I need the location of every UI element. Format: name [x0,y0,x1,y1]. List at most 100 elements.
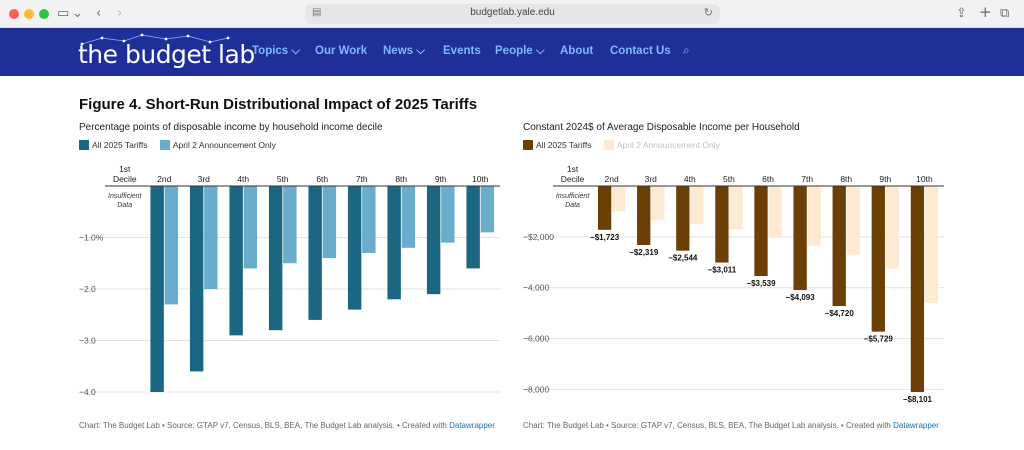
x-tick-label: 6th [316,174,328,184]
y-tick-label: −4.0 [79,387,96,397]
back-icon[interactable]: ‹ [96,6,102,21]
bar-all-tariffs [426,186,441,295]
x-tick-label: 5th [277,174,289,184]
data-label: −$2,544 [668,254,698,263]
bar-all-tariffs [637,186,651,245]
y-tick-label: −8,000 [523,384,550,394]
data-label: −$4,093 [786,293,816,302]
bar-all-tariffs [229,186,243,336]
bar-all-tariffs [466,186,480,269]
right-chart-source: Chart: The Budget Lab • Source: GTAP v7,… [523,421,939,430]
x-tick-label: 2nd [157,174,171,184]
legend-label: April 2 Announcement Only [616,140,720,150]
x-tick-label: 7th [801,174,813,184]
bar-all-tariffs [910,186,925,392]
x-tick-label: 9th [435,174,447,184]
legend-swatch [79,140,89,150]
bar-all-tariffs [308,186,322,320]
bar-all-tariffs [268,186,283,331]
bar-april-2 [690,186,704,225]
site-header: the budget lab Topics ⌵ Our Work News ⌵ … [0,28,1024,76]
bar-april-2 [362,186,376,253]
close-window-button[interactable] [9,9,19,19]
search-icon[interactable]: ⌕ [683,43,690,57]
bar-all-tariffs [793,186,807,291]
right-chart-legend: All 2025 Tariffs April 2 Announcement On… [523,140,730,150]
bar-all-tariffs [871,186,885,332]
nav-topics[interactable]: Topics ⌵ [252,45,301,57]
left-chart-subtitle: Percentage points of disposable income b… [79,122,383,133]
nav-people[interactable]: People ⌵ [495,45,545,57]
reload-icon[interactable]: ↻ [703,6,713,19]
data-label: −$4,720 [825,309,855,318]
datawrapper-link[interactable]: Datawrapper [449,421,495,430]
x-tick-label: 4th [684,174,696,184]
bar-all-tariffs [597,186,612,230]
forward-icon[interactable]: › [117,6,123,21]
x-tick-label: 6th [762,174,774,184]
x-tick-label: 4th [237,174,249,184]
nav-contact-us[interactable]: Contact Us [610,45,671,57]
sidebar-icon[interactable]: ▭ [57,6,70,21]
bar-april-2 [480,186,495,233]
bar-all-tariffs [189,186,204,372]
nav-our-work[interactable]: Our Work [315,45,368,57]
left-chart-source: Chart: The Budget Lab • Source: GTAP v7,… [79,421,495,430]
source-text: Chart: The Budget Lab • Source: GTAP v7,… [523,421,894,430]
x-tick-label: 3rd [198,174,211,184]
share-icon[interactable]: ⇪ [956,6,967,21]
bar-april-2 [283,186,297,264]
bar-april-2 [204,186,218,289]
x-tick-label: 10th [472,174,489,184]
data-label: −$3,539 [746,279,776,288]
y-tick-label: −1.0% [79,233,104,243]
y-tick-label: −6,000 [523,334,550,344]
bar-april-2 [768,186,782,237]
legend-label: All 2025 Tariffs [92,140,148,150]
right-chart-subtitle: Constant 2024$ of Average Disposable Inc… [523,122,800,133]
bar-april-2 [243,186,258,269]
x-tick-label: 3rd [645,174,658,184]
data-label: −$5,729 [864,335,894,344]
nav-events[interactable]: Events [443,45,481,57]
nav-about[interactable]: About [560,45,594,57]
figure-title: Figure 4. Short-Run Distributional Impac… [79,96,478,113]
source-text: Chart: The Budget Lab • Source: GTAP v7,… [79,421,450,430]
x-tick-label: 2nd [605,174,619,184]
x-tick-label: 1st [567,164,579,174]
legend-item: April 2 Announcement Only [603,140,720,150]
insufficient-data-note: Data [565,202,580,209]
x-tick-label: 7th [356,174,368,184]
url-text: budgetlab.yale.edu [470,7,555,18]
data-label: −$3,011 [708,266,737,275]
bar-all-tariffs [676,186,690,251]
x-tick-label: Decile [561,174,585,184]
zoom-window-button[interactable] [39,9,49,19]
sidebar-chevron-icon[interactable]: ⌄ [72,6,83,21]
address-bar[interactable]: ▤ budgetlab.yale.edu ↻ [305,4,720,24]
minimize-window-button[interactable] [24,9,34,19]
bar-april-2 [729,186,743,230]
bar-april-2 [924,186,939,303]
bar-all-tariffs [754,186,768,276]
browser-toolbar: ▭ ⌄ ‹ › ▤ budgetlab.yale.edu ↻ ⇪ + ⧉ [0,0,1024,28]
site-logo[interactable]: the budget lab [78,40,255,69]
bar-april-2 [401,186,416,248]
new-tab-icon[interactable]: + [979,3,992,21]
nav-news[interactable]: News ⌵ [383,45,425,57]
bar-april-2 [441,186,455,243]
legend-item: All 2025 Tariffs [79,140,147,150]
y-tick-label: −2.0 [79,284,96,294]
data-label: −$2,319 [629,248,659,257]
datawrapper-link[interactable]: Datawrapper [893,421,939,430]
data-label: −$1,723 [590,233,620,242]
bar-all-tariffs [832,186,846,307]
x-tick-label: 5th [723,174,735,184]
y-tick-label: −4,000 [523,283,550,293]
tab-overview-icon[interactable]: ⧉ [1000,6,1010,21]
data-label: −$8,101 [903,395,933,404]
logo-constellation-icon [80,33,230,46]
bar-all-tariffs [715,186,729,263]
